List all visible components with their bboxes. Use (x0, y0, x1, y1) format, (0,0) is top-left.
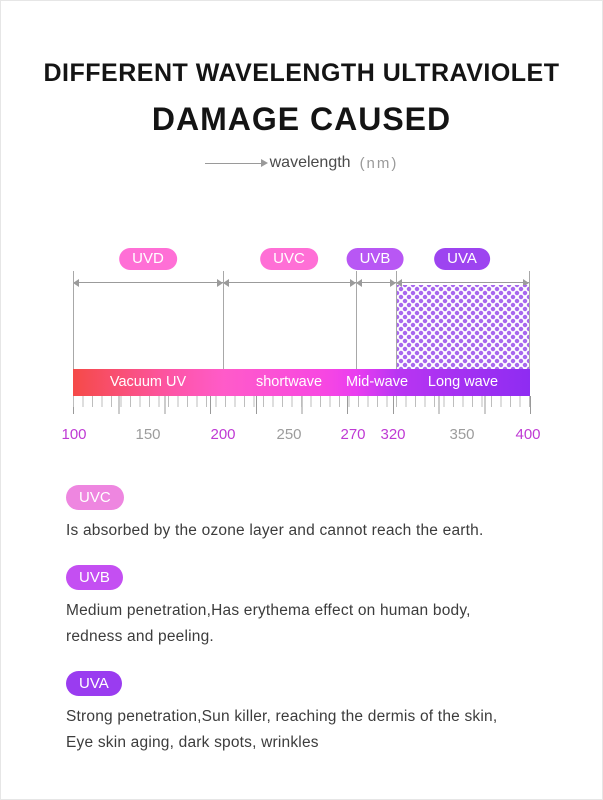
axis-label-250: 250 (276, 426, 302, 443)
segment-label-long-wave: Long wave (427, 374, 499, 390)
range-arrow-uvc (223, 278, 356, 287)
axis-label-320: 320 (380, 426, 406, 443)
page-title-line1: DIFFERENT WAVELENGTH ULTRAVIOLET (43, 59, 560, 87)
uva-dot-pattern (397, 285, 529, 369)
axis-label-200: 200 (210, 426, 236, 443)
axis-label-150: 150 (135, 426, 161, 443)
description-text: Medium penetration,Has erythema effect o… (66, 602, 471, 619)
descriptions-section: UVC Is absorbed by the ozone layer and c… (66, 485, 561, 777)
description-item-uvc: UVC Is absorbed by the ozone layer and c… (66, 485, 561, 544)
boundary-tick-200 (223, 271, 224, 369)
badge-uva: UVA (434, 248, 490, 270)
segment-label-vacuum-uv: Vacuum UV (109, 374, 187, 390)
description-badge-uvb: UVB (66, 565, 123, 590)
badge-uvc: UVC (260, 248, 318, 270)
range-arrow-uvd (73, 278, 223, 287)
boundary-tick-400 (529, 271, 530, 369)
description-text: Is absorbed by the ozone layer and canno… (66, 522, 484, 539)
wavelength-label: wavelength (269, 154, 351, 171)
segment-label-mid-wave: Mid-wave (345, 374, 409, 390)
wavelength-unit-label: (nm) (359, 154, 399, 172)
badge-uvb: UVB (346, 248, 404, 270)
boundary-tick-270 (356, 271, 357, 369)
axis-label-400: 400 (515, 426, 541, 443)
page-title-line2: DAMAGE CAUSED (151, 101, 452, 137)
range-arrow-uvb (356, 278, 396, 287)
axis-label-100: 100 (61, 426, 87, 443)
wavelength-legend: wavelength (nm) (1, 154, 602, 172)
description-badge-uva: UVA (66, 671, 122, 696)
boundary-tick-320 (396, 271, 397, 369)
ruler-minor-ticks (73, 396, 531, 407)
range-arrow-uva (396, 278, 529, 287)
segment-label-shortwave: shortwave (255, 374, 323, 390)
axis-label-270: 270 (340, 426, 366, 443)
description-item-uva: UVA Strong penetration,Sun killer, reach… (66, 671, 561, 756)
description-text: redness and peeling. (66, 628, 214, 645)
description-text: Eye skin aging, dark spots, wrinkles (66, 734, 319, 751)
spectrum-bar (73, 369, 530, 396)
boundary-tick-100 (73, 271, 74, 369)
right-arrow-icon (204, 159, 268, 167)
description-text: Strong penetration,Sun killer, reaching … (66, 708, 498, 725)
axis-label-350: 350 (449, 426, 475, 443)
badge-uvd: UVD (119, 248, 177, 270)
description-badge-uvc: UVC (66, 485, 124, 510)
description-item-uvb: UVB Medium penetration,Has erythema effe… (66, 565, 561, 650)
